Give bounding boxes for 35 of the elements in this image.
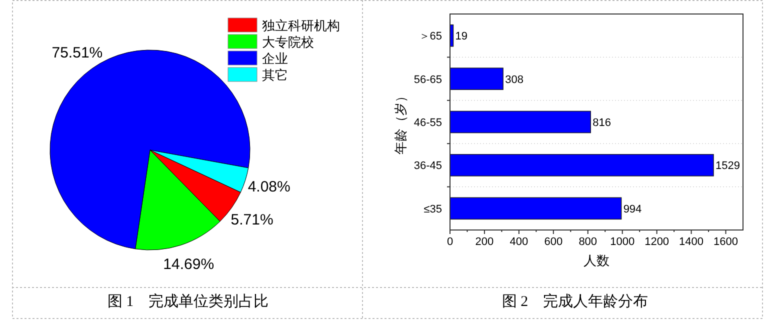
legend-label: 大专院校	[262, 34, 314, 50]
bar	[450, 154, 714, 176]
text: 图 2 完成人年龄分布	[502, 293, 648, 310]
bar	[450, 110, 591, 134]
legend-label: 独立科研机构	[262, 18, 340, 33]
data-label: 14.69%	[163, 256, 214, 274]
data-label: 5.71%	[230, 211, 274, 228]
bar	[450, 68, 504, 90]
x-tick-label: 1400	[679, 236, 704, 248]
x-tick-label: 1600	[714, 236, 738, 248]
bar	[450, 197, 622, 220]
text: 图 1 完成单位类别占比	[107, 293, 269, 310]
x-tick-label: 200	[475, 236, 494, 248]
data-label: 4.08%	[248, 178, 290, 196]
x-tick-label: 1200	[644, 236, 670, 248]
data-label: 1529	[716, 160, 740, 172]
data-label: 994	[623, 203, 642, 216]
data-label: 19	[455, 30, 468, 43]
y-tick-label: ＞65	[418, 30, 442, 43]
x-axis-title: 人数	[584, 253, 610, 268]
x-tick-label: 0	[446, 236, 454, 248]
x-tick-label: 600	[544, 236, 563, 248]
legend-label: 企业	[262, 51, 288, 66]
y-axis-title: 年龄（岁）	[393, 90, 408, 154]
data-label: 816	[592, 117, 611, 129]
y-tick-label: 56-65	[414, 74, 442, 86]
legend-label: 其它	[262, 68, 288, 82]
y-tick-label: 46-55	[414, 117, 442, 129]
x-tick-label: 800	[578, 236, 598, 248]
y-tick-label: 36-45	[414, 160, 442, 172]
x-tick-label: 400	[510, 236, 528, 248]
y-tick-label: ≤35	[424, 203, 442, 216]
data-label: 75.51%	[52, 44, 103, 62]
data-label: 308	[505, 74, 524, 86]
x-tick-label: 1000	[610, 236, 635, 248]
